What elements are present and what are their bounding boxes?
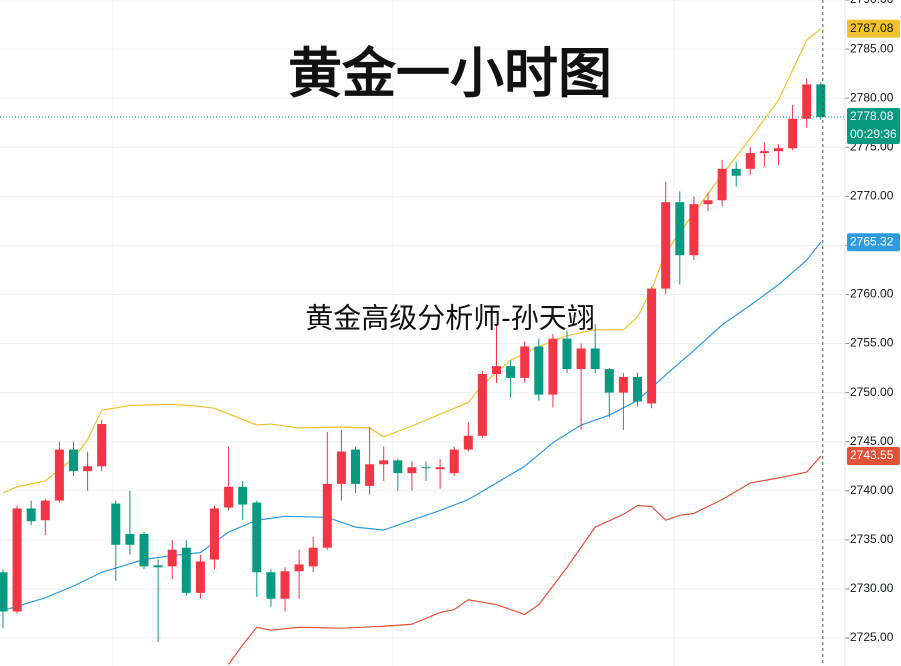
candle-body <box>506 366 516 378</box>
y-tick-label: 2755.00 <box>850 336 894 350</box>
candle-body <box>210 508 219 560</box>
y-tick-label: 2730.00 <box>850 581 894 595</box>
candle-body <box>618 376 628 393</box>
candle-body <box>238 486 248 505</box>
candle-body <box>195 561 205 593</box>
candle-body <box>97 424 107 467</box>
candle-body <box>379 460 389 465</box>
candle-body <box>816 84 826 118</box>
y-tick-label: 2780.00 <box>850 90 894 104</box>
candle-body <box>463 435 473 450</box>
candle-body <box>562 338 572 370</box>
price-tag <box>847 19 900 38</box>
candle-body <box>449 449 459 474</box>
y-tick-label: 2760.00 <box>850 287 894 301</box>
candle-body <box>252 502 262 573</box>
price-tag-label: 2765.32 <box>850 234 894 248</box>
candle-body <box>774 148 783 152</box>
candle-body <box>0 572 8 612</box>
y-tick-label: 2770.00 <box>850 188 894 202</box>
y-tick-label: 2735.00 <box>850 532 894 546</box>
candle-body <box>351 449 360 484</box>
price-tag-label: 2778.08 <box>850 109 894 123</box>
candle-body <box>647 288 657 404</box>
candle-body <box>633 376 642 402</box>
y-tick-label: 2790.00 <box>850 0 894 6</box>
y-tick-label: 2785.00 <box>850 41 894 55</box>
candle-body <box>83 466 93 472</box>
candle-body <box>421 467 431 469</box>
candle-body <box>492 366 501 374</box>
candle-body <box>153 565 163 568</box>
candle-body <box>266 572 276 599</box>
watermark: 黄金高级分析师-孙天翊 <box>305 302 594 335</box>
chart-title: 黄金一小时图 <box>288 41 612 105</box>
candle-body <box>717 168 727 201</box>
candle-body <box>40 500 50 521</box>
candle-body <box>435 467 445 470</box>
price-tag-label: 2787.08 <box>850 21 894 35</box>
vertical-grid <box>112 0 675 666</box>
candle-body <box>407 467 417 474</box>
candle-body <box>477 373 487 436</box>
candle-body <box>111 503 121 545</box>
candle-body <box>308 547 318 567</box>
candle-body <box>26 508 36 522</box>
candle-body <box>548 338 558 395</box>
band-line <box>2 241 822 612</box>
candle-body <box>590 348 600 370</box>
candle-body <box>167 549 177 567</box>
candle-body <box>12 508 22 612</box>
candle-body <box>520 346 530 378</box>
y-tick-label: 2745.00 <box>850 434 894 448</box>
price-tag <box>847 108 900 145</box>
candle-body <box>365 464 375 486</box>
candle-body <box>181 547 191 593</box>
candle-body <box>689 204 699 256</box>
band-line <box>228 455 822 665</box>
candle-body <box>759 151 769 154</box>
y-tick-label: 2740.00 <box>850 483 894 497</box>
price-tag-label: 2743.55 <box>850 448 894 462</box>
price-tag <box>847 233 900 252</box>
candle-body <box>576 348 586 370</box>
candle-body <box>393 460 403 474</box>
plot-area <box>0 28 845 665</box>
candle-body <box>661 202 671 289</box>
candle-body <box>280 571 290 599</box>
price-tag <box>847 446 900 465</box>
candle-body <box>224 486 234 508</box>
candle-body <box>125 533 135 545</box>
candle-body <box>745 153 755 169</box>
y-tick-label: 2725.00 <box>850 630 894 644</box>
candle-body <box>604 369 614 393</box>
candle-body <box>54 449 64 501</box>
candle-body <box>322 483 332 548</box>
candle-body <box>139 533 149 567</box>
y-tick-label: 2750.00 <box>850 385 894 399</box>
y-axis: 2725.00 2730.00 2735.00 2740.00 2745.00 2750.… <box>845 0 900 644</box>
candle-body <box>336 451 346 484</box>
candle-body <box>788 118 798 149</box>
candle-body <box>675 202 685 256</box>
candle-body <box>731 168 741 176</box>
candle-body <box>69 449 78 472</box>
countdown-label: 00:29:36 <box>850 127 897 141</box>
candle-body <box>703 200 713 205</box>
candle-body <box>802 84 812 119</box>
candle-body <box>294 564 304 572</box>
grid <box>0 0 845 639</box>
candle-body <box>534 346 544 395</box>
